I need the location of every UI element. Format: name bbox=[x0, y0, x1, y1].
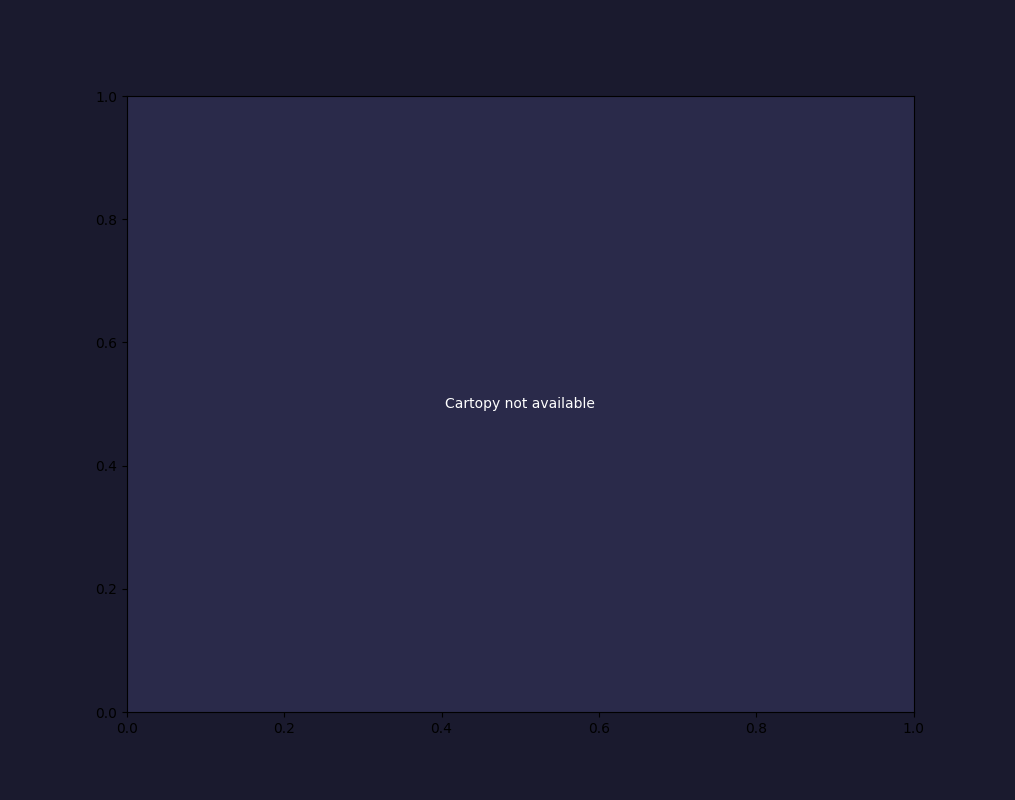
Text: Cartopy not available: Cartopy not available bbox=[446, 397, 595, 411]
